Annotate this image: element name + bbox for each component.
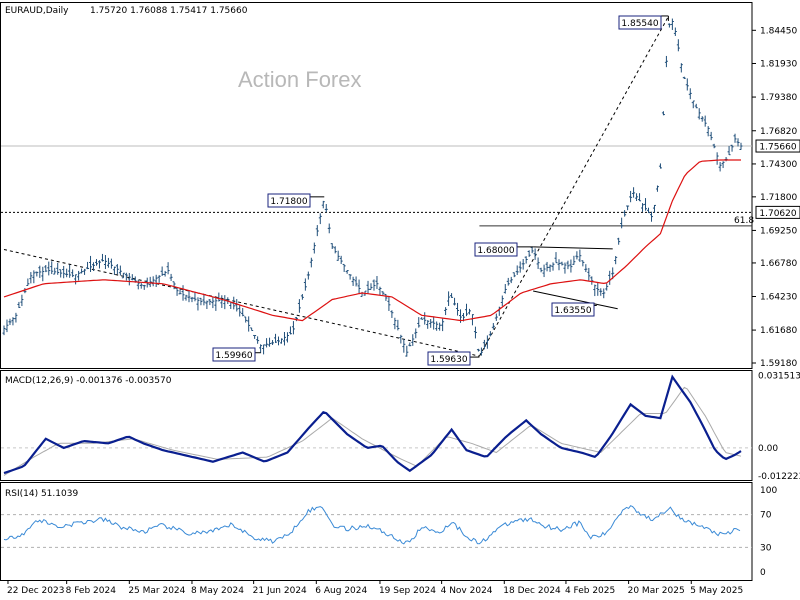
y-tick-label: 1.61680 xyxy=(760,326,797,336)
x-tick-label: 18 Dec 2024 xyxy=(503,586,561,596)
rsi-y-tick-label: 70 xyxy=(760,511,772,521)
y-tick-label: 1.81930 xyxy=(760,59,797,69)
current-price-box-text: 1.75660 xyxy=(759,143,796,153)
current-price-box xyxy=(755,139,800,153)
x-tick-label: 4 Nov 2024 xyxy=(441,586,493,596)
moving-average-line xyxy=(3,159,741,322)
y-tick-label: 1.74300 xyxy=(760,160,797,170)
y-tick-label: 1.84450 xyxy=(760,26,797,36)
y-tick-label: 1.59180 xyxy=(760,359,797,369)
point-label-box xyxy=(551,302,595,317)
level-box-text: 1.70620 xyxy=(759,209,796,219)
fib-label: 61.8 xyxy=(734,216,754,226)
x-tick-label: 5 May 2025 xyxy=(690,586,743,596)
y-tick-label: 1.64230 xyxy=(760,293,797,303)
point-label: 1.71800 xyxy=(270,197,307,207)
rsi-title: RSI(14) 51.1039 xyxy=(5,489,78,499)
x-tick-label: 21 Jun 2024 xyxy=(253,586,307,596)
main-title: EURAUD,Daily xyxy=(5,6,69,16)
macd-line xyxy=(3,374,742,475)
macd-panel xyxy=(0,370,753,481)
x-tick-label: 8 May 2024 xyxy=(191,586,244,596)
macd-signal-line xyxy=(3,386,742,476)
rsi-panel xyxy=(0,482,753,581)
macd-y-tick-label: 0.031513 xyxy=(758,372,800,382)
watermark: Action Forex xyxy=(238,67,362,92)
x-tick-label: 6 Aug 2024 xyxy=(315,586,367,596)
y-tick-label: 1.69250 xyxy=(760,226,797,236)
y-tick-label: 1.71800 xyxy=(760,193,797,203)
point-label-box xyxy=(618,15,662,30)
x-tick-label: 19 Sep 2024 xyxy=(379,586,436,596)
level-box xyxy=(755,205,800,219)
macd-y-tick-label: 0.00 xyxy=(758,444,778,454)
channel-top-line xyxy=(533,246,613,250)
rsi-line xyxy=(3,505,741,545)
x-tick-label: 22 Dec 2023 xyxy=(7,586,65,596)
point-label: 1.63550 xyxy=(554,306,591,316)
rsi-y-tick-label: 30 xyxy=(760,543,772,553)
point-label-box xyxy=(267,193,311,208)
point-label: 1.68000 xyxy=(477,246,514,256)
x-tick-label: 8 Feb 2024 xyxy=(66,586,117,596)
point-label-box xyxy=(212,347,256,362)
point-label-box xyxy=(427,351,471,366)
ohlc-readout: 1.75720 1.76088 1.75417 1.75660 xyxy=(90,6,248,16)
channel-bottom-line xyxy=(533,290,618,310)
point-label: 1.85540 xyxy=(621,19,658,29)
rsi-y-tick-label: 0 xyxy=(760,568,766,578)
macd-title: MACD(12,26,9) -0.001376 -0.003570 xyxy=(5,376,172,386)
point-label: 1.59630 xyxy=(430,355,467,365)
x-tick-label: 4 Feb 2025 xyxy=(565,586,615,596)
point-label-box xyxy=(474,242,518,257)
macd-y-tick-label: -0.012223 xyxy=(758,472,800,482)
y-tick-label: 1.76820 xyxy=(760,127,797,137)
main-panel xyxy=(0,2,753,369)
rsi-y-tick-label: 100 xyxy=(760,486,777,496)
x-tick-label: 25 Mar 2024 xyxy=(128,586,185,596)
trendline-2 xyxy=(478,16,669,357)
y-tick-label: 1.79380 xyxy=(760,93,797,103)
x-tick-label: 20 Mar 2025 xyxy=(628,586,685,596)
point-label: 1.59960 xyxy=(215,351,252,361)
y-tick-label: 1.66780 xyxy=(760,259,797,269)
